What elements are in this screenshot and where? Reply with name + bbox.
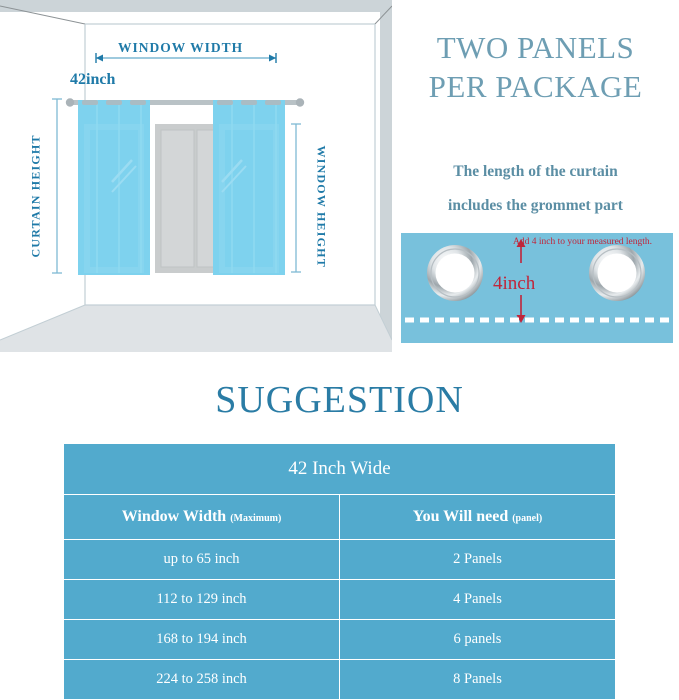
- table-row: up to 65 inch 2 Panels: [63, 539, 616, 580]
- table-row: 168 to 194 inch 6 panels: [63, 619, 616, 660]
- grommet-measure-label: 4inch: [493, 273, 536, 294]
- headline-line-1: TWO PANELS: [436, 30, 635, 65]
- grommet-svg: [405, 239, 669, 323]
- row-width: 112 to 129 inch: [63, 579, 340, 620]
- row-width: 168 to 194 inch: [63, 619, 340, 660]
- grommet-ring-left: [427, 245, 483, 301]
- headline: TWO PANELS PER PACKAGE: [392, 28, 679, 106]
- header-window-width-main: Window Width: [121, 508, 227, 525]
- grommet-illustration: 4inch Add 4 inch to your measured length…: [401, 233, 673, 343]
- row-width: up to 65 inch: [63, 539, 340, 580]
- table-title-row: 42 Inch Wide: [63, 443, 616, 495]
- header-panels-needed: You Will need (panel): [339, 494, 616, 540]
- header-window-width: Window Width (Maximum): [63, 494, 340, 540]
- table-header-row: Window Width (Maximum) You Will need (pa…: [63, 494, 616, 540]
- window-width-label: WINDOW WIDTH: [118, 40, 244, 55]
- table-row: 224 to 258 inch 8 Panels: [63, 659, 616, 700]
- grommet-note: Add 4 inch to your measured length.: [513, 237, 653, 247]
- table-row: 112 to 129 inch 4 Panels: [63, 579, 616, 620]
- right-column: TWO PANELS PER PACKAGE The length of the…: [392, 0, 679, 370]
- room-illustration: [0, 0, 392, 352]
- row-panels: 4 Panels: [339, 579, 616, 620]
- curtain-height-label: CURTAIN HEIGHT: [28, 134, 43, 258]
- room-diagram: WINDOW WIDTH 42inch CURTAIN HEIGHT WINDO…: [0, 0, 392, 370]
- grommet-ring-right: [589, 245, 645, 301]
- suggestion-title: SUGGESTION: [215, 379, 464, 421]
- row-width: 224 to 258 inch: [63, 659, 340, 700]
- table-title-cell: 42 Inch Wide: [63, 443, 616, 495]
- subline: The length of the curtain includes the g…: [392, 155, 679, 223]
- panel-width-label: 42inch: [70, 71, 116, 88]
- headline-line-2: PER PACKAGE: [428, 69, 643, 104]
- subline-line-2: includes the grommet part: [448, 197, 623, 214]
- row-panels: 6 panels: [339, 619, 616, 660]
- row-panels: 2 Panels: [339, 539, 616, 580]
- header-panels-needed-sub: (panel): [512, 513, 543, 524]
- header-window-width-sub: (Maximum): [230, 513, 282, 524]
- suggestion-table: 42 Inch Wide Window Width (Maximum) You …: [63, 443, 616, 700]
- row-panels: 8 Panels: [339, 659, 616, 700]
- window-height-label: WINDOW HEIGHT: [314, 145, 329, 268]
- subline-line-1: The length of the curtain: [453, 163, 618, 180]
- header-panels-needed-main: You Will need: [412, 508, 509, 525]
